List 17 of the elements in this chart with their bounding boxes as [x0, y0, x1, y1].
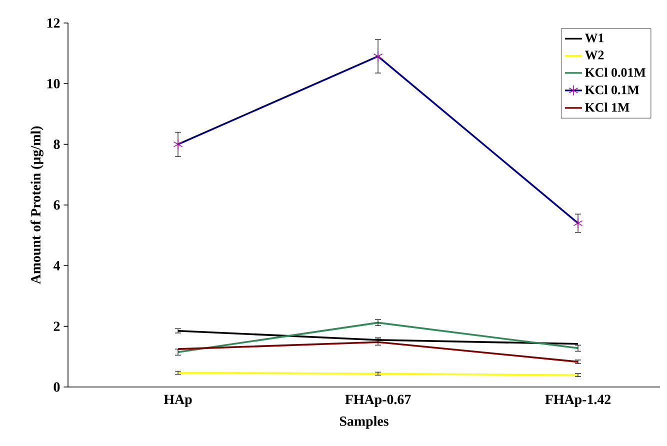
legend-label: KCl 0.1M: [585, 85, 640, 94]
x-tick-label: FHAp-1.42: [545, 394, 611, 407]
legend-label: KCl 0.01M: [585, 68, 646, 77]
y-tick-label: 4: [53, 261, 60, 270]
x-tick-label: FHAp-0.67: [345, 394, 411, 407]
legend-label: W2: [584, 50, 604, 60]
x-tick-label: HAp: [164, 394, 192, 407]
y-tick-label: 6: [54, 200, 60, 210]
legend-label: W1: [584, 34, 604, 42]
x-axis-title: Samples: [340, 416, 388, 429]
y-tick-label: 10: [47, 78, 60, 88]
y-tick-label: 12: [47, 18, 60, 28]
y-tick-label: 2: [54, 322, 60, 331]
y-tick-label: 8: [54, 140, 60, 150]
y-tick-label: 0: [54, 382, 60, 392]
legend-label: KCl 1M: [585, 102, 630, 112]
y-axis-title: Amount of Protein (µg/ml): [30, 126, 44, 284]
